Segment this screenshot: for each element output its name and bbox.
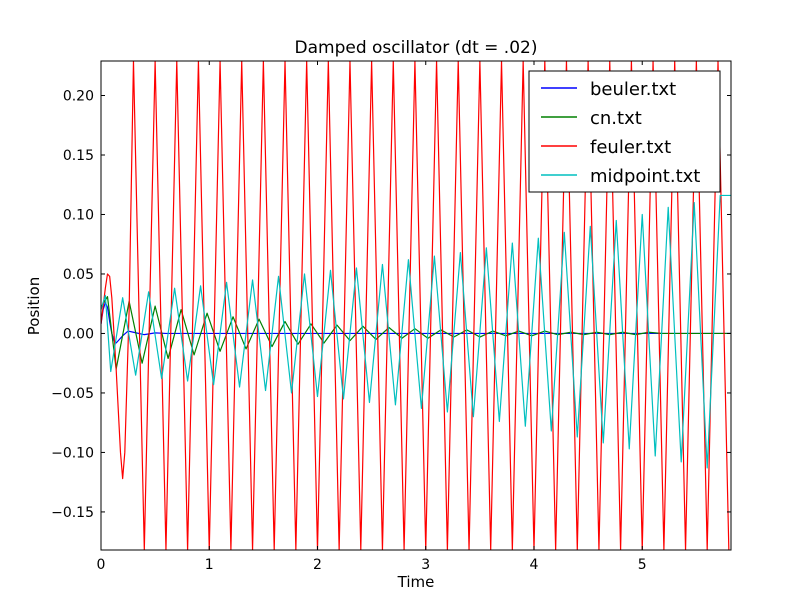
x-axis-label: Time (397, 573, 435, 591)
legend-label-midpoint: midpoint.txt (590, 166, 700, 187)
legend-label-feuler: feuler.txt (590, 137, 671, 158)
y-tick-label: −0.10 (51, 445, 94, 461)
x-tick-label: 3 (421, 557, 430, 573)
x-tick-label: 1 (205, 557, 214, 573)
y-tick-label: 0.20 (63, 89, 94, 105)
y-tick-label: 0.10 (63, 207, 94, 223)
legend-label-beuler: beuler.txt (590, 79, 676, 100)
ticks-layer: 0 1 2 3 4 5 −0.15 −0.10 −0.05 0.00 0.05 0.10 0.15 0.2… (51, 61, 731, 573)
chart-title: Damped oscillator (dt = .02) (295, 38, 538, 58)
legend: beuler.txt cn.txt feuler.txt midpoint.txt (528, 70, 721, 193)
legend-frame (528, 70, 721, 193)
x-tick-label: 2 (313, 557, 322, 573)
series-line-beuler (101, 301, 731, 344)
x-tick-label: 4 (530, 557, 539, 573)
series-line-midpoint (101, 194, 731, 469)
y-tick-label: 0.15 (63, 148, 94, 164)
legend-label-cn: cn.txt (590, 108, 642, 129)
plot-frame (100, 60, 732, 551)
y-tick-label: −0.15 (51, 505, 94, 521)
y-axis-label: Position (25, 277, 43, 335)
y-tick-label: −0.05 (51, 386, 94, 402)
y-tick-label: 0.00 (63, 326, 94, 342)
x-tick-label: 0 (97, 557, 106, 573)
x-tick-label: 5 (638, 557, 647, 573)
y-tick-label: 0.05 (63, 267, 94, 283)
